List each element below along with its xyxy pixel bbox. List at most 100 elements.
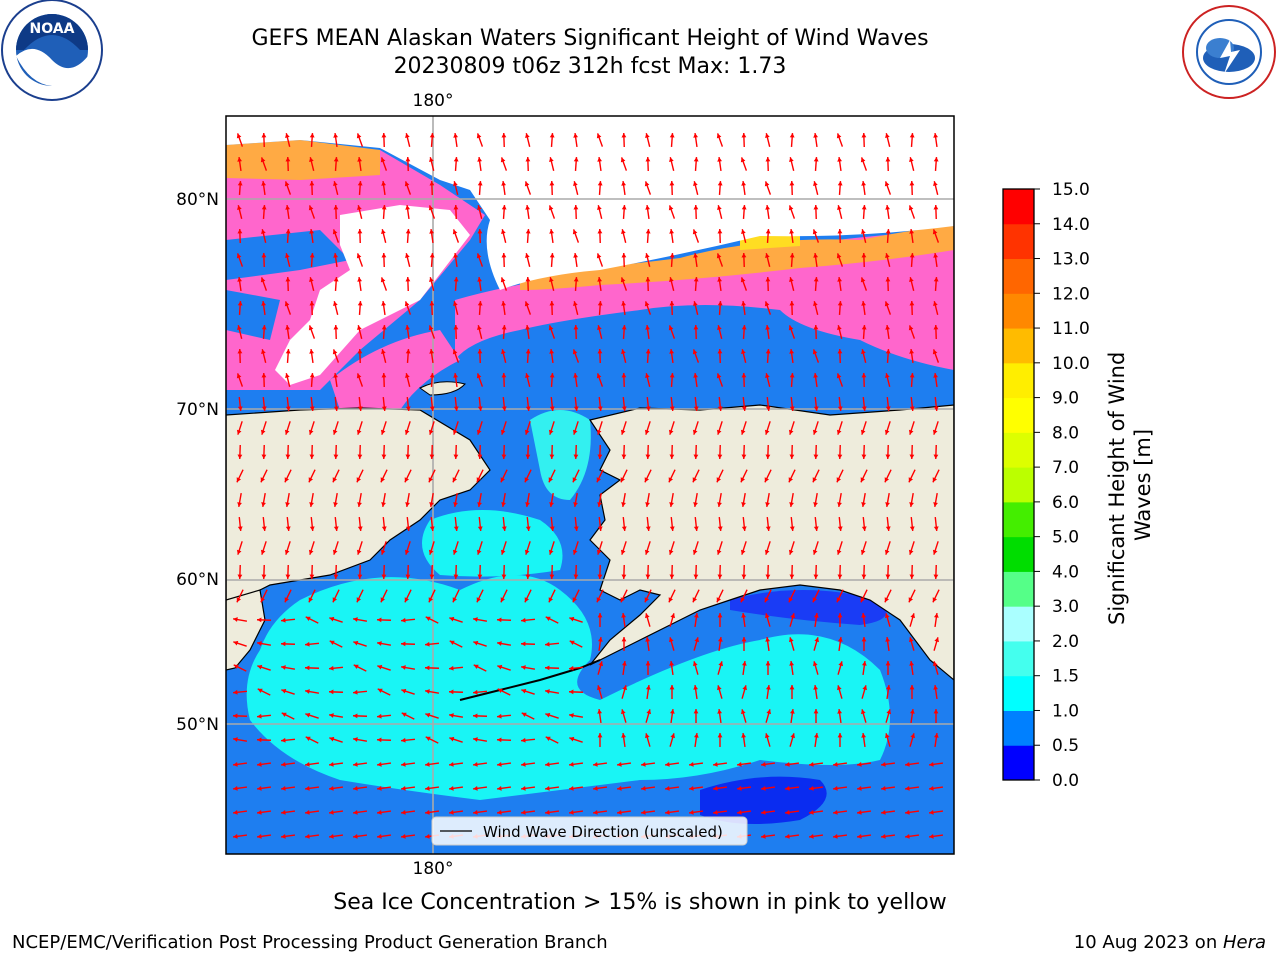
wave-arrow-head xyxy=(933,301,938,307)
wave-arrow-head xyxy=(524,597,530,603)
wave-arrow-head xyxy=(329,761,334,767)
wave-arrow-head xyxy=(861,574,867,579)
wave-arrow-head xyxy=(909,709,915,714)
wave-arrow-head xyxy=(717,205,722,211)
colorbar-segment xyxy=(1003,293,1034,329)
wave-arrow-head xyxy=(477,277,483,282)
wave-arrow-head xyxy=(497,641,502,646)
wave-arrow-head xyxy=(525,253,530,259)
wave-arrow-head xyxy=(500,429,506,435)
chart-title: GEFS MEAN Alaskan Waters Significant Hei… xyxy=(251,26,929,51)
wave-arrow-head xyxy=(309,373,315,378)
wave-arrow-head xyxy=(838,661,844,667)
wave-arrow-head xyxy=(789,133,795,138)
wave-arrow-head xyxy=(668,429,674,435)
wave-arrow-head xyxy=(644,597,650,603)
wave-arrow-head xyxy=(405,406,411,411)
wave-arrow-head xyxy=(401,665,406,670)
wave-arrow-head xyxy=(261,325,267,330)
wave-arrow-head xyxy=(861,733,867,738)
wave-arrow-head xyxy=(257,761,262,767)
wave-arrow-head xyxy=(501,181,507,186)
wave-arrow-head xyxy=(524,549,530,555)
wave-arrow-head xyxy=(501,373,507,378)
wave-arrow-head xyxy=(789,301,795,306)
wave-arrow-head xyxy=(428,325,434,331)
wave-arrow-head xyxy=(285,253,290,259)
wave-arrow-head xyxy=(717,502,722,507)
wave-arrow-head xyxy=(497,713,502,719)
wave-arrow-head xyxy=(693,205,699,210)
wave-arrow-head xyxy=(717,454,723,459)
mid-wave-region xyxy=(246,575,890,800)
wave-arrow-head xyxy=(644,549,650,555)
colorbar-tick-label: 7.0 xyxy=(1052,458,1079,478)
wave-arrow-head xyxy=(309,229,315,234)
wave-arrow-head xyxy=(500,549,506,555)
wave-arrow-head xyxy=(473,689,478,695)
wave-arrow-head xyxy=(717,733,723,738)
wave-arrow-head xyxy=(405,502,410,507)
wave-arrow-head xyxy=(765,637,771,642)
wave-arrow-head xyxy=(309,253,315,258)
wave-arrow-head xyxy=(669,253,675,258)
wave-arrow-head xyxy=(645,205,651,210)
wave-arrow-head xyxy=(813,502,818,507)
wave-arrow-head xyxy=(356,253,362,259)
wave-arrow-head xyxy=(261,502,266,507)
wave-arrow-head xyxy=(860,157,866,163)
wave-arrow-head xyxy=(789,157,794,163)
wave-arrow-head xyxy=(908,549,914,555)
wave-arrow-head xyxy=(281,688,287,694)
wave-arrow-head xyxy=(597,301,603,306)
aleutian-islands xyxy=(459,659,601,701)
wave-arrow-head xyxy=(285,526,291,531)
wave-arrow-head xyxy=(668,477,674,483)
wave-arrow-head xyxy=(329,736,335,742)
wave-arrow-head xyxy=(377,688,383,694)
wave-arrow-head xyxy=(645,229,651,234)
wave-arrow-head xyxy=(765,685,771,690)
wave-arrow-head xyxy=(670,733,676,739)
wave-arrow-head xyxy=(257,664,263,670)
wave-arrow-head xyxy=(909,373,915,378)
wave-arrow-head xyxy=(765,406,771,411)
wave-arrow-head xyxy=(836,685,842,691)
wave-arrow-head xyxy=(621,661,627,666)
wave-arrow-head xyxy=(405,157,411,162)
wave-arrow-head xyxy=(837,205,842,211)
wave-arrow-head xyxy=(836,597,842,603)
wave-arrow-head xyxy=(933,502,938,507)
wave-arrow-head xyxy=(789,526,795,531)
wave-arrow-head xyxy=(476,597,482,603)
wave-arrow-head xyxy=(377,761,382,767)
wave-arrow-head xyxy=(693,685,699,690)
wave-arrow-head xyxy=(453,181,458,187)
wave-arrow-head xyxy=(812,549,818,555)
wave-arrow-head xyxy=(837,454,843,459)
wave-arrow-head xyxy=(669,277,674,283)
wave-arrow-head xyxy=(573,205,579,210)
wave-arrow-head xyxy=(333,406,339,411)
colorbar-tick-label: 2.0 xyxy=(1052,632,1079,652)
wave-arrow-head xyxy=(401,688,407,694)
wave-arrow-head xyxy=(497,664,503,670)
wave-arrow-head xyxy=(689,761,694,767)
wave-arrow-head xyxy=(836,549,842,555)
wave-arrow-head xyxy=(285,373,290,379)
wave-arrow-head xyxy=(380,277,386,283)
wave-arrow-head xyxy=(305,712,311,718)
wave-arrow-head xyxy=(401,761,406,767)
wave-arrow-head xyxy=(861,349,866,355)
wave-arrow-head xyxy=(284,549,290,555)
wave-arrow-head xyxy=(401,785,406,791)
sea-ice-region xyxy=(740,234,800,250)
wave-arrow-head xyxy=(884,613,890,619)
wave-arrow-head xyxy=(449,785,454,791)
wave-arrow-head xyxy=(429,349,435,354)
wave-arrow-head xyxy=(885,133,890,139)
wave-arrow-head xyxy=(764,181,770,187)
wave-arrow-head xyxy=(861,637,867,642)
wave-arrow-head xyxy=(812,477,818,483)
wave-arrow-head xyxy=(284,301,290,307)
